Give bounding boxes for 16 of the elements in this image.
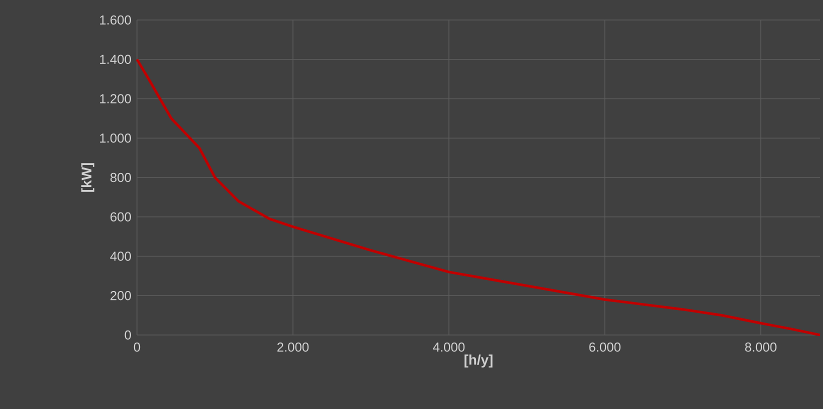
y-axis-title: [kW]: [81, 163, 94, 192]
x-tick-label: 6.000: [589, 342, 621, 352]
y-tick-label: 1.200: [100, 94, 131, 104]
y-tick-label: 1.000: [100, 134, 131, 143]
y-tick-label: 1.600: [100, 15, 131, 25]
x-tick-label: 0: [134, 342, 140, 352]
y-tick-label: 200: [110, 291, 131, 300]
y-tick-label: 1.400: [100, 54, 131, 64]
x-tick-label: 8.000: [745, 342, 776, 352]
x-tick-label: 4.000: [432, 342, 465, 352]
y-tick-label: 600: [110, 212, 131, 222]
y-tick-label: 800: [110, 172, 131, 182]
x-axis-title: [h/y]: [464, 354, 492, 368]
y-tick-label: 0: [124, 330, 131, 340]
x-tick-label: 2.000: [277, 342, 309, 352]
y-tick-label: 400: [110, 252, 131, 261]
